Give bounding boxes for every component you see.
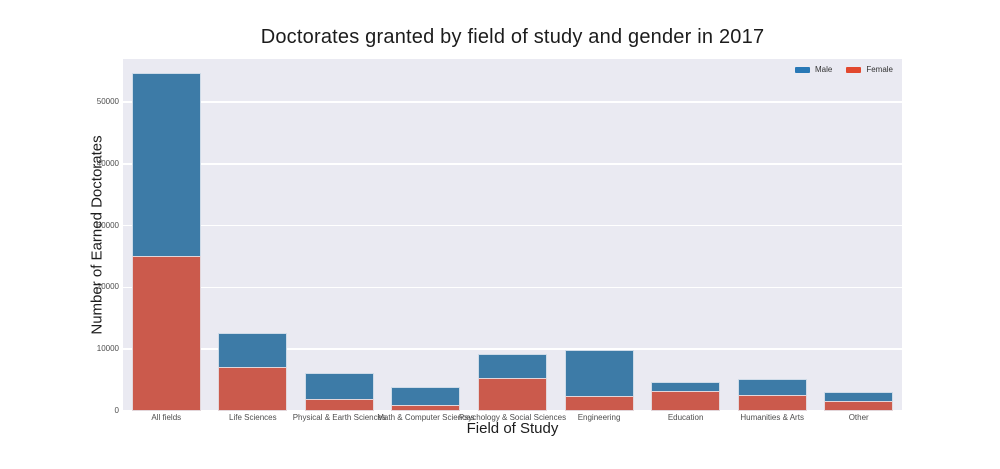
grid-line-20000 bbox=[123, 286, 902, 289]
bar-segment-male bbox=[737, 379, 807, 395]
bar-group-2 bbox=[218, 333, 288, 411]
y-tick-label-20000: 20000 bbox=[96, 282, 119, 292]
x-tick-label-1: All fields bbox=[151, 413, 182, 422]
bar-segment-male bbox=[304, 373, 374, 399]
y-tick-label-0: 0 bbox=[114, 406, 119, 415]
bar-group-1 bbox=[131, 73, 201, 411]
bar-segment-female bbox=[304, 399, 374, 411]
y-tick-label-10000: 10000 bbox=[96, 344, 119, 354]
legend: Male Female bbox=[791, 63, 897, 77]
grid-line-50000 bbox=[123, 101, 902, 103]
bar-group-8 bbox=[737, 379, 807, 411]
x-tick-label-5: Psychology & Social Sciences bbox=[458, 413, 567, 422]
bar-segment-female bbox=[564, 396, 634, 411]
bar-segment-female bbox=[824, 401, 894, 411]
grid-line-30000 bbox=[123, 224, 902, 227]
bar-segment-male bbox=[478, 354, 547, 378]
y-tick-label-50000: 50000 bbox=[96, 97, 119, 107]
grid-line-10000 bbox=[123, 348, 902, 350]
bar-segment-female bbox=[391, 405, 461, 411]
bar-segment-female bbox=[478, 378, 547, 411]
male-legend-label: Male bbox=[814, 65, 833, 74]
y-tick-label-30000: 30000 bbox=[96, 220, 119, 230]
x-tick-label-7: Education bbox=[667, 413, 704, 422]
bar-group-3 bbox=[304, 373, 374, 411]
bar-segment-male bbox=[391, 387, 461, 405]
chart-title: Doctorates granted by field of study and… bbox=[260, 26, 765, 48]
bar-group-5 bbox=[478, 354, 547, 411]
x-tick-label-3: Physical & Earth Sciences bbox=[292, 413, 387, 422]
x-tick-label-8: Humanities & Arts bbox=[740, 413, 804, 422]
legend-item-male: Male bbox=[794, 65, 833, 75]
bar-group-7 bbox=[651, 382, 721, 411]
bar-segment-male bbox=[131, 73, 201, 256]
female-legend-swatch bbox=[846, 67, 862, 73]
bar-segment-female bbox=[131, 256, 201, 411]
grid-line-0 bbox=[123, 410, 902, 412]
female-legend-label: Female bbox=[866, 65, 893, 74]
bar-group-9 bbox=[824, 392, 894, 411]
bar-segment-female bbox=[651, 391, 721, 411]
bar-segment-female bbox=[737, 395, 807, 411]
y-tick-label-40000: 40000 bbox=[96, 158, 119, 168]
bar-group-6 bbox=[564, 350, 634, 411]
bar-segment-male bbox=[651, 382, 721, 391]
bar-group-4 bbox=[391, 387, 461, 411]
x-axis-label: Field of Study bbox=[466, 420, 559, 437]
male-legend-swatch bbox=[794, 67, 810, 73]
legend-item-female: Female bbox=[846, 65, 893, 75]
plot-area: Male Female bbox=[123, 59, 902, 412]
bar-segment-male bbox=[824, 392, 894, 401]
x-tick-label-4: Math & Computer Sciences bbox=[377, 413, 475, 422]
x-tick-label-9: Other bbox=[848, 413, 869, 422]
bar-segment-male bbox=[564, 350, 634, 396]
bar-segment-male bbox=[218, 333, 288, 367]
x-tick-label-2: Life Sciences bbox=[229, 413, 277, 422]
grid-line-40000 bbox=[123, 163, 902, 165]
bar-segment-female bbox=[218, 367, 288, 411]
x-tick-label-6: Engineering bbox=[577, 413, 621, 422]
